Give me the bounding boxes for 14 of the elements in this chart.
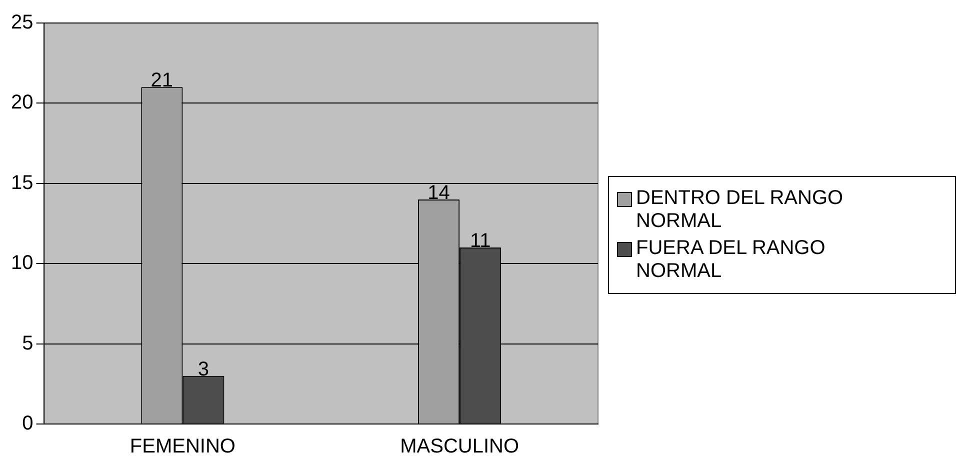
legend-label: DENTRO DEL RANGO NORMAL [636,187,844,233]
data-label: 21 [150,70,174,92]
x-tick-label: FEMENINO [130,436,236,458]
y-tick-label: 15 [10,172,34,194]
legend-label: FUERA DEL RANGO NORMAL [636,237,826,283]
y-tick-label: 25 [10,12,34,34]
x-tick-label: MASCULINO [400,436,520,458]
data-label: 14 [428,182,450,204]
y-tick-label: 5 [22,332,34,354]
y-tick-label: 10 [10,252,34,274]
data-label: 3 [198,358,210,380]
data-label: 11 [470,230,491,252]
y-tick-label: 0 [22,412,34,435]
y-tick-label: 20 [10,92,34,114]
